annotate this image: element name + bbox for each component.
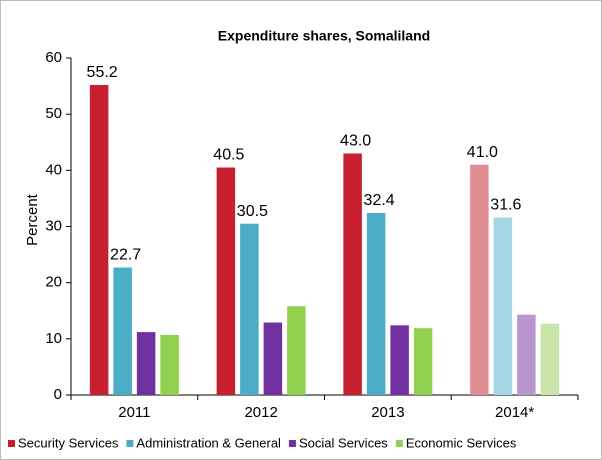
y-tick-label: 20 — [45, 274, 62, 291]
legend-label: Social Services — [299, 435, 388, 450]
y-tick-label: 10 — [45, 330, 62, 347]
bar — [493, 217, 513, 395]
bar — [160, 334, 179, 395]
y-tick-label: 50 — [45, 105, 62, 122]
bar — [240, 223, 259, 395]
legend-swatch — [8, 440, 15, 447]
bar — [136, 332, 156, 395]
bar — [287, 306, 306, 395]
bar — [89, 84, 109, 396]
y-tick-label: 40 — [45, 161, 62, 178]
legend-label: Security Services — [18, 435, 119, 450]
y-tick-label: 30 — [45, 217, 62, 234]
bar — [540, 323, 560, 395]
legend-label: Administration & General — [136, 435, 281, 450]
y-tick-label: 60 — [45, 49, 62, 66]
y-axis-label: Percent — [24, 193, 41, 246]
data-label: 55.2 — [87, 64, 118, 81]
bar — [470, 164, 489, 395]
bar — [413, 328, 433, 395]
data-label: 30.5 — [237, 203, 268, 220]
data-label: 31.6 — [490, 197, 521, 214]
data-label: 40.5 — [213, 147, 244, 164]
legend-swatch — [126, 440, 134, 447]
bar — [366, 213, 386, 395]
bar — [390, 325, 409, 395]
data-label: 41.0 — [467, 144, 498, 161]
data-label: 32.4 — [364, 192, 395, 209]
legend-swatch — [288, 440, 296, 447]
bar — [113, 267, 132, 395]
chart-title: Expenditure shares, Somaliland — [218, 28, 430, 44]
x-tick-label: 2014* — [495, 404, 534, 421]
bar — [343, 153, 362, 395]
bar — [517, 314, 536, 395]
bar — [216, 167, 236, 395]
x-tick-label: 2012 — [244, 404, 277, 421]
data-label: 43.0 — [340, 133, 371, 150]
x-tick-label: 2013 — [371, 404, 404, 421]
legend-swatch — [395, 440, 403, 447]
y-tick-label: 0 — [54, 386, 62, 403]
bar — [263, 322, 283, 395]
legend-label: Economic Services — [406, 435, 517, 450]
data-label: 22.7 — [110, 247, 141, 264]
x-tick-label: 2011 — [118, 404, 150, 421]
